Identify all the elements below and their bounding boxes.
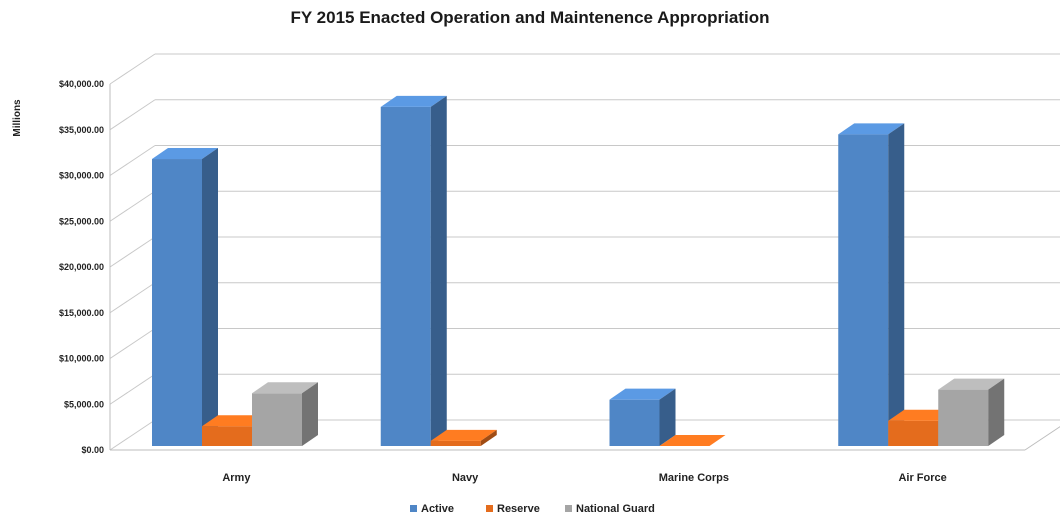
bars (152, 95, 1005, 446)
legend-swatch (565, 505, 572, 512)
legend-item: Active (410, 503, 454, 515)
legend-swatch (410, 505, 417, 512)
y-tick-label: $20,000.00 (59, 262, 104, 272)
x-category-label: Army (222, 472, 251, 484)
chart-title: FY 2015 Enacted Operation and Maintenenc… (290, 8, 770, 27)
floor-side-edge (1024, 426, 1060, 451)
y-tick-label: $10,000.00 (59, 354, 104, 364)
legend-label: National Guard (576, 503, 655, 515)
bar-active (152, 148, 218, 446)
gridline-side (109, 99, 156, 131)
gridline-side (109, 419, 156, 451)
y-tick-label: $30,000.00 (59, 171, 104, 181)
legend-swatch (486, 505, 493, 512)
legend-label: Reserve (497, 503, 540, 515)
legend: Active Reserve National Guard (410, 503, 655, 515)
legend-item: National Guard (565, 503, 655, 515)
gridline-side (109, 145, 156, 176)
gridline-side (109, 53, 156, 85)
y-tick-label: $5,000.00 (64, 399, 104, 409)
gridline-side (109, 373, 156, 405)
y-tick-label: $25,000.00 (59, 216, 104, 226)
x-category-label: Marine Corps (659, 472, 729, 484)
y-axis: $0.00 $5,000.00 $10,000.00 $15,000.00 $20,00… (59, 79, 104, 455)
bar-active (380, 95, 447, 446)
bar-national-guard (252, 382, 318, 446)
y-tick-label: $0.00 (81, 445, 104, 455)
x-category-label: Navy (452, 472, 479, 484)
y-tick-label: $15,000.00 (59, 308, 104, 318)
x-category-label: Air Force (898, 472, 946, 484)
bar-active (609, 388, 676, 446)
legend-label: Active (421, 503, 454, 515)
grid (109, 53, 1060, 451)
x-axis: Army Navy Marine Corps Air Force (222, 472, 946, 484)
bar-reserve (430, 429, 497, 446)
bar-active (838, 123, 905, 446)
y-tick-label: $40,000.00 (59, 79, 104, 89)
bar-national-guard (938, 378, 1005, 446)
y-axis-label: Millions (12, 99, 23, 137)
gridline-side (109, 236, 156, 268)
gridline-side (109, 190, 156, 222)
y-tick-label: $35,000.00 (59, 125, 104, 135)
gridline-side (109, 328, 156, 359)
gridline-side (109, 282, 156, 314)
bar-reserve (659, 435, 726, 446)
legend-item: Reserve (486, 503, 540, 515)
